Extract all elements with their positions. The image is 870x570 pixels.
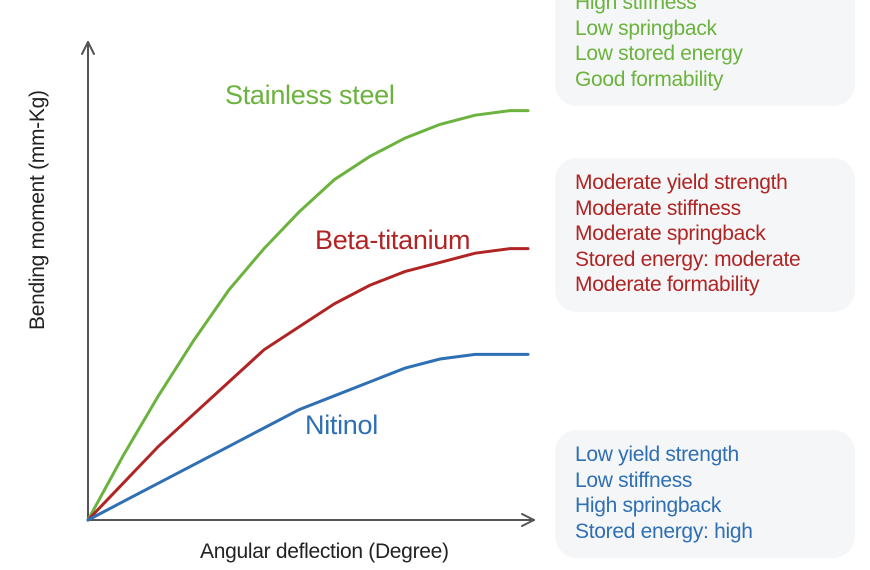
- stainless-card-line: High stiffness: [575, 0, 835, 16]
- cards-column: High stiffnessLow springbackLow stored e…: [555, 0, 865, 570]
- figure-root: Bending moment (mm-Kg) Angular deflectio…: [0, 0, 870, 570]
- beta-ti-card-line: Moderate stiffness: [575, 196, 835, 222]
- chart-area: Bending moment (mm-Kg) Angular deflectio…: [20, 30, 550, 560]
- nitinol-card-line: High springback: [575, 493, 835, 519]
- curve-label-stainless: Stainless steel: [225, 80, 395, 111]
- nitinol-card-line: Low stiffness: [575, 468, 835, 494]
- stainless-card: High stiffnessLow springbackLow stored e…: [555, 0, 855, 106]
- curve-beta_ti: [88, 249, 528, 520]
- beta-ti-card-line: Moderate springback: [575, 221, 835, 247]
- nitinol-card-line: Low yield strength: [575, 442, 835, 468]
- stainless-card-line: Low stored energy: [575, 41, 835, 67]
- curve-stainless: [88, 111, 528, 520]
- nitinol-card: Low yield strengthLow stiffnessHigh spri…: [555, 430, 855, 558]
- stainless-card-line: Low springback: [575, 16, 835, 42]
- y-axis-label: Bending moment (mm-Kg): [26, 90, 50, 330]
- beta-ti-card-line: Moderate formability: [575, 272, 835, 298]
- curve-label-nitinol: Nitinol: [305, 410, 378, 441]
- nitinol-card-line: Stored energy: high: [575, 519, 835, 545]
- x-axis-label: Angular deflection (Degree): [200, 540, 449, 564]
- curve-label-beta_ti: Beta-titanium: [315, 225, 470, 256]
- beta-ti-card: Moderate yield strengthModerate stiffnes…: [555, 158, 855, 312]
- beta-ti-card-line: Stored energy: moderate: [575, 247, 835, 273]
- beta-ti-card-line: Moderate yield strength: [575, 170, 835, 196]
- stainless-card-line: Good formability: [575, 67, 835, 93]
- curves: [88, 111, 528, 520]
